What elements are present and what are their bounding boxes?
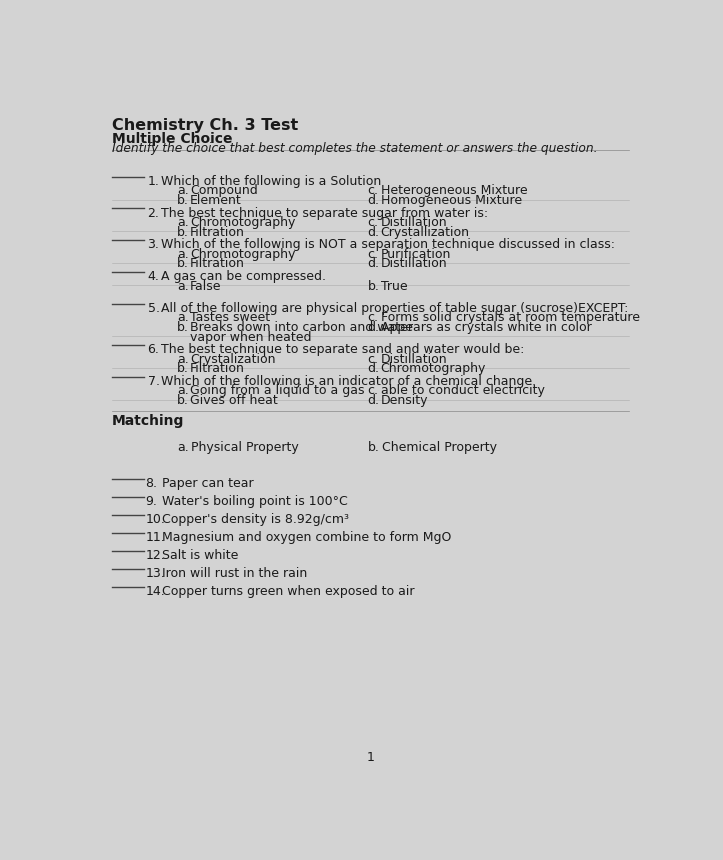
- Text: Density: Density: [380, 394, 428, 407]
- Text: Appears as crystals white in color: Appears as crystals white in color: [380, 321, 591, 334]
- Text: 7.: 7.: [147, 375, 160, 388]
- Text: b.: b.: [177, 394, 189, 407]
- Text: able to conduct electricity: able to conduct electricity: [380, 384, 544, 397]
- Text: c.: c.: [368, 184, 379, 197]
- Text: a.: a.: [177, 216, 189, 229]
- Text: Purification: Purification: [380, 248, 451, 261]
- Text: Filtration: Filtration: [190, 225, 245, 239]
- Text: Water's boiling point is 100°C: Water's boiling point is 100°C: [162, 495, 348, 508]
- Text: A gas can be compressed.: A gas can be compressed.: [161, 270, 326, 283]
- Text: Which of the following is NOT a separation technique discussed in class:: Which of the following is NOT a separati…: [161, 238, 615, 251]
- Text: Chromotography: Chromotography: [190, 216, 296, 229]
- Text: a.: a.: [177, 384, 189, 397]
- Text: d.: d.: [368, 362, 380, 375]
- Text: The best technique to separate sand and water would be:: The best technique to separate sand and …: [161, 343, 524, 356]
- Text: True: True: [380, 280, 407, 292]
- Text: c.: c.: [368, 311, 379, 324]
- Text: Tastes sweet: Tastes sweet: [190, 311, 270, 324]
- Text: Element: Element: [190, 194, 242, 207]
- Text: Which of the following is an indicator of a chemical change.: Which of the following is an indicator o…: [161, 375, 536, 388]
- Text: 10.: 10.: [145, 513, 165, 526]
- Text: 5.: 5.: [147, 302, 160, 315]
- Text: Magnesium and oxygen combine to form MgO: Magnesium and oxygen combine to form MgO: [162, 531, 451, 544]
- Text: Filtration: Filtration: [190, 257, 245, 271]
- Text: Chromotography: Chromotography: [380, 362, 486, 375]
- Text: Physical Property: Physical Property: [191, 441, 299, 454]
- Text: Heterogeneous Mixture: Heterogeneous Mixture: [380, 184, 527, 197]
- Text: Distillation: Distillation: [380, 216, 448, 229]
- Text: Salt is white: Salt is white: [162, 549, 239, 562]
- Text: a.: a.: [177, 248, 189, 261]
- Text: False: False: [190, 280, 222, 292]
- Text: Crystallization: Crystallization: [380, 225, 470, 239]
- Text: 14.: 14.: [145, 585, 165, 598]
- Text: Forms solid crystals at room temperature: Forms solid crystals at room temperature: [380, 311, 640, 324]
- Text: Distillation: Distillation: [380, 353, 448, 366]
- Text: vapor when heated: vapor when heated: [190, 330, 312, 344]
- Text: Going from a liquid to a gas: Going from a liquid to a gas: [190, 384, 364, 397]
- Text: Which of the following is a Solution: Which of the following is a Solution: [161, 175, 381, 187]
- Text: Matching: Matching: [111, 415, 184, 428]
- Text: Paper can tear: Paper can tear: [162, 477, 254, 490]
- Text: 3.: 3.: [147, 238, 159, 251]
- Text: b.: b.: [177, 225, 189, 239]
- Text: c.: c.: [368, 216, 379, 229]
- Text: Chemistry Ch. 3 Test: Chemistry Ch. 3 Test: [111, 118, 298, 132]
- Text: c.: c.: [368, 248, 379, 261]
- Text: Copper turns green when exposed to air: Copper turns green when exposed to air: [162, 585, 414, 598]
- Text: a.: a.: [177, 311, 189, 324]
- Text: All of the following are physical properties of table sugar (sucrose)EXCEPT:: All of the following are physical proper…: [161, 302, 628, 315]
- Text: Filtration: Filtration: [190, 362, 245, 375]
- Text: b.: b.: [177, 257, 189, 271]
- Text: b.: b.: [177, 362, 189, 375]
- Text: b.: b.: [368, 280, 380, 292]
- Text: d.: d.: [368, 394, 380, 407]
- Text: Breaks down into carbon and water: Breaks down into carbon and water: [190, 321, 413, 334]
- Text: a.: a.: [177, 184, 189, 197]
- Text: c.: c.: [368, 353, 379, 366]
- Text: b.: b.: [177, 321, 189, 334]
- Text: b.: b.: [368, 441, 380, 454]
- Text: 6.: 6.: [147, 343, 159, 356]
- Text: a.: a.: [177, 280, 189, 292]
- Text: Identify the choice that best completes the statement or answers the question.: Identify the choice that best completes …: [111, 142, 597, 155]
- Text: d.: d.: [368, 321, 380, 334]
- Text: Distillation: Distillation: [380, 257, 448, 271]
- Text: 1.: 1.: [147, 175, 159, 187]
- Text: Multiple Choice: Multiple Choice: [111, 132, 232, 146]
- Text: d.: d.: [368, 194, 380, 207]
- Text: 2.: 2.: [147, 206, 159, 219]
- Text: d.: d.: [368, 257, 380, 271]
- Text: a.: a.: [177, 441, 189, 454]
- Text: 11.: 11.: [145, 531, 165, 544]
- Text: Gives off heat: Gives off heat: [190, 394, 278, 407]
- Text: a.: a.: [177, 353, 189, 366]
- Text: 1: 1: [367, 751, 375, 764]
- Text: Homogeneous Mixture: Homogeneous Mixture: [380, 194, 522, 207]
- Text: Chemical Property: Chemical Property: [382, 441, 497, 454]
- Text: d.: d.: [368, 225, 380, 239]
- Text: The best technique to separate sugar from water is:: The best technique to separate sugar fro…: [161, 206, 488, 219]
- Text: Compound: Compound: [190, 184, 258, 197]
- Text: b.: b.: [177, 194, 189, 207]
- Text: 12.: 12.: [145, 549, 165, 562]
- Text: 13.: 13.: [145, 567, 165, 580]
- Text: 9.: 9.: [145, 495, 157, 508]
- Text: Chromotography: Chromotography: [190, 248, 296, 261]
- Text: Iron will rust in the rain: Iron will rust in the rain: [162, 567, 307, 580]
- Text: Crystalization: Crystalization: [190, 353, 275, 366]
- Text: 8.: 8.: [145, 477, 158, 490]
- Text: c.: c.: [368, 384, 379, 397]
- Text: 4.: 4.: [147, 270, 159, 283]
- Text: Copper's density is 8.92g/cm³: Copper's density is 8.92g/cm³: [162, 513, 349, 526]
